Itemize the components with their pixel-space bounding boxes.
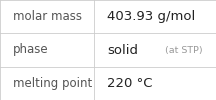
Text: (at STP): (at STP): [165, 46, 203, 54]
Text: 403.93 g/mol: 403.93 g/mol: [107, 10, 195, 23]
Text: phase: phase: [13, 44, 49, 56]
Text: 220 °C: 220 °C: [107, 77, 152, 90]
Text: molar mass: molar mass: [13, 10, 82, 23]
Text: melting point: melting point: [13, 77, 92, 90]
Text: solid: solid: [107, 44, 138, 56]
